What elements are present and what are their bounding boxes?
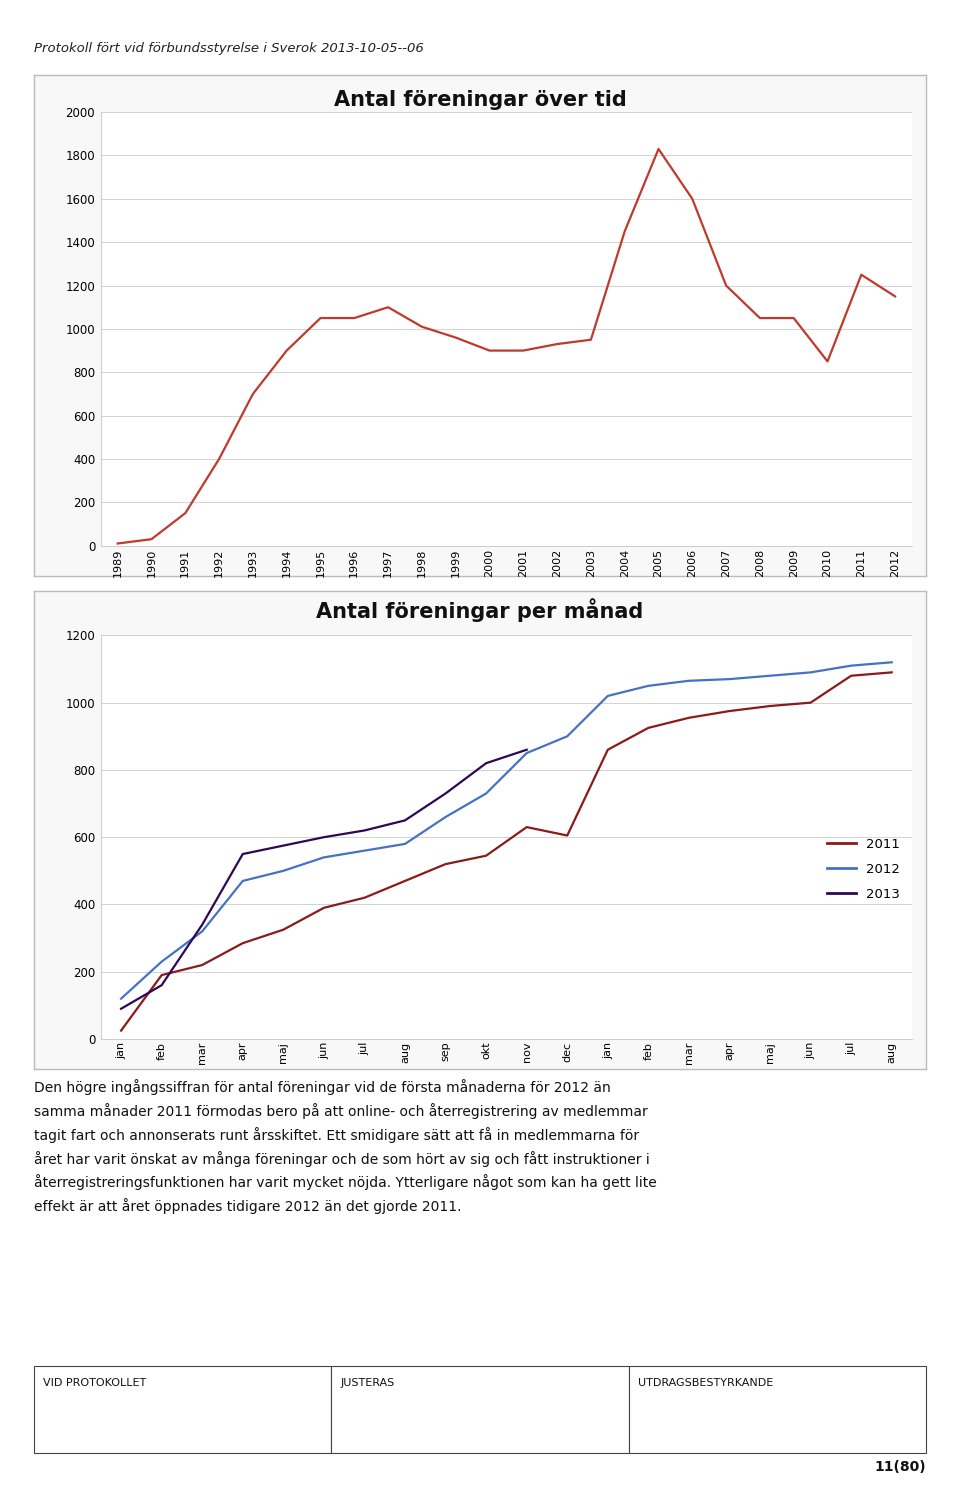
Text: VID PROTOKOLLET: VID PROTOKOLLET bbox=[43, 1378, 147, 1389]
Text: 11(80): 11(80) bbox=[875, 1461, 926, 1474]
Text: UTDRAGSBESTYRKANDE: UTDRAGSBESTYRKANDE bbox=[638, 1378, 774, 1389]
Text: Den högre ingångssiffran för antal föreningar vid de första månaderna för 2012 ä: Den högre ingångssiffran för antal fören… bbox=[34, 1079, 657, 1214]
Text: JUSTERAS: JUSTERAS bbox=[341, 1378, 396, 1389]
Legend: 2011, 2012, 2013: 2011, 2012, 2013 bbox=[822, 833, 905, 906]
Text: Antal föreningar över tid: Antal föreningar över tid bbox=[334, 90, 626, 109]
Text: Protokoll fört vid förbundsstyrelse i Sverok 2013-10-05--06: Protokoll fört vid förbundsstyrelse i Sv… bbox=[34, 42, 423, 55]
Text: Antal föreningar per månad: Antal föreningar per månad bbox=[317, 598, 643, 622]
